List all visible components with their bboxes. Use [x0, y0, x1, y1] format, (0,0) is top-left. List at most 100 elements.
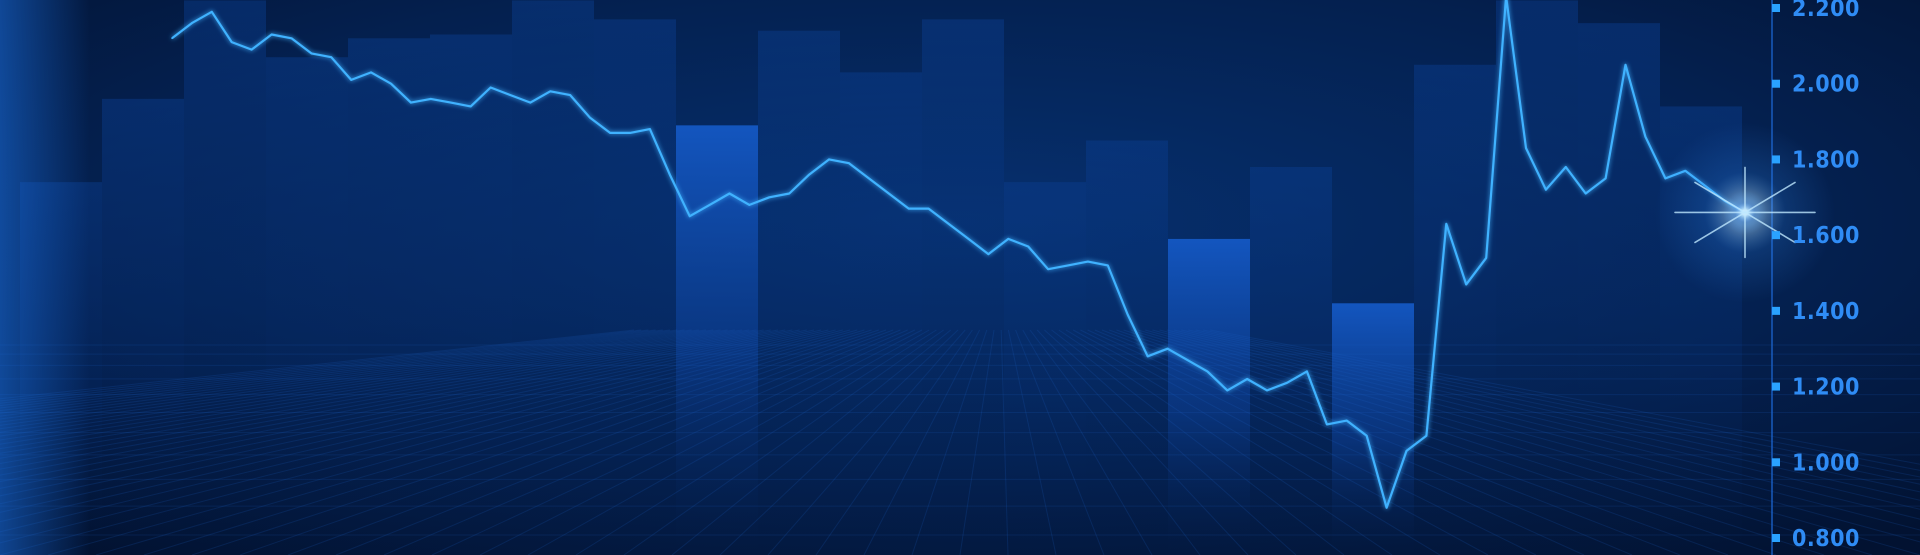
data-point: [1385, 506, 1388, 509]
background-bar: [758, 30, 840, 555]
left-edge-glow: [0, 0, 90, 555]
data-point: [768, 196, 771, 199]
data-point: [230, 41, 233, 43]
data-point: [788, 192, 791, 195]
data-point: [907, 207, 910, 210]
data-point: [1345, 419, 1348, 422]
grid-line: [0, 329, 649, 404]
grid-line: [767, 329, 966, 555]
grid-line: [1022, 329, 1153, 555]
grid-line: [0, 329, 786, 476]
y-tick-marker: [1772, 534, 1780, 542]
grid-line: [863, 329, 981, 555]
data-point: [1564, 166, 1567, 168]
data-point: [649, 128, 651, 130]
data-point: [529, 101, 532, 104]
grid-line: [0, 329, 678, 414]
data-point: [609, 132, 611, 134]
data-point: [967, 238, 970, 240]
data-point: [1226, 389, 1229, 392]
background-bar: [1086, 140, 1168, 555]
data-point: [728, 192, 731, 195]
grid-line: [383, 329, 908, 555]
grid-line: [1080, 329, 1537, 555]
y-tick-label: 1.600: [1792, 223, 1860, 249]
data-point: [987, 253, 990, 255]
grid-line: [0, 329, 663, 409]
series-line: [171, 0, 1746, 509]
data-point: [211, 10, 213, 13]
series-layer: [171, 0, 1746, 509]
data-point: [748, 204, 751, 206]
grid-line: [1195, 329, 1920, 478]
data-point: [1425, 434, 1428, 437]
data-point: [430, 98, 432, 100]
data-point: [1584, 192, 1587, 195]
y-tick-label: 1.000: [1792, 450, 1860, 476]
data-point: [469, 105, 472, 108]
data-point: [668, 173, 671, 176]
grid-line: [1159, 329, 1920, 520]
data-point: [290, 37, 293, 40]
data-point: [330, 56, 333, 59]
data-point: [410, 101, 412, 104]
grid-line: [1116, 329, 1777, 555]
grid-line: [1181, 329, 1920, 493]
grid-line: [1000, 329, 1009, 555]
data-point: [191, 22, 193, 24]
y-tick-label: 2.200: [1792, 0, 1860, 22]
background-bar: [512, 0, 594, 555]
data-point: [1545, 188, 1547, 191]
data-point: [927, 207, 930, 210]
grid-line: [671, 329, 952, 555]
background-bar: [266, 57, 348, 555]
y-tick-label: 2.000: [1792, 72, 1860, 98]
data-point: [1126, 313, 1129, 316]
grid-line: [1130, 329, 1873, 555]
grid-line: [0, 329, 779, 470]
data-point: [1007, 238, 1010, 240]
y-tick-marker: [1772, 4, 1780, 12]
y-tick-marker: [1772, 231, 1780, 240]
data-point: [1047, 268, 1049, 271]
grid-line: [0, 329, 699, 423]
grid-line: [959, 329, 995, 555]
grid-line: [1036, 329, 1249, 555]
data-point: [350, 79, 353, 81]
data-point: [848, 162, 850, 165]
grid-line: [431, 329, 916, 555]
background-bar: [922, 19, 1004, 555]
grid-line: [1029, 329, 1201, 555]
data-point: [310, 52, 313, 55]
background-bars: [20, 0, 1742, 555]
background-bar: [1004, 182, 1086, 555]
grid-line: [0, 329, 822, 513]
grid-line: [0, 329, 707, 426]
data-point: [828, 158, 830, 161]
grid-line: [0, 329, 764, 459]
data-point: [390, 82, 392, 85]
background-bar: [430, 34, 512, 555]
grid-line: [0, 329, 692, 420]
grid-line: [1123, 329, 1825, 555]
grid-line: [911, 329, 988, 555]
flare-ray: [1694, 181, 1796, 244]
grid-line: [0, 329, 635, 400]
grid-line: [0, 329, 728, 437]
background-bar: [594, 19, 676, 555]
grid-line: [719, 329, 959, 555]
grid-line: [815, 329, 973, 555]
data-point: [688, 215, 691, 218]
y-tick-label: 0.800: [1792, 526, 1860, 552]
data-point: [1405, 450, 1408, 452]
grid-line: [1072, 329, 1489, 555]
data-point: [629, 132, 631, 134]
data-point: [808, 173, 810, 176]
data-point: [1146, 355, 1149, 358]
grid-line: [0, 329, 735, 441]
grid-line: [1166, 329, 1920, 510]
grid-line: [1202, 329, 1920, 471]
data-point: [489, 86, 492, 89]
